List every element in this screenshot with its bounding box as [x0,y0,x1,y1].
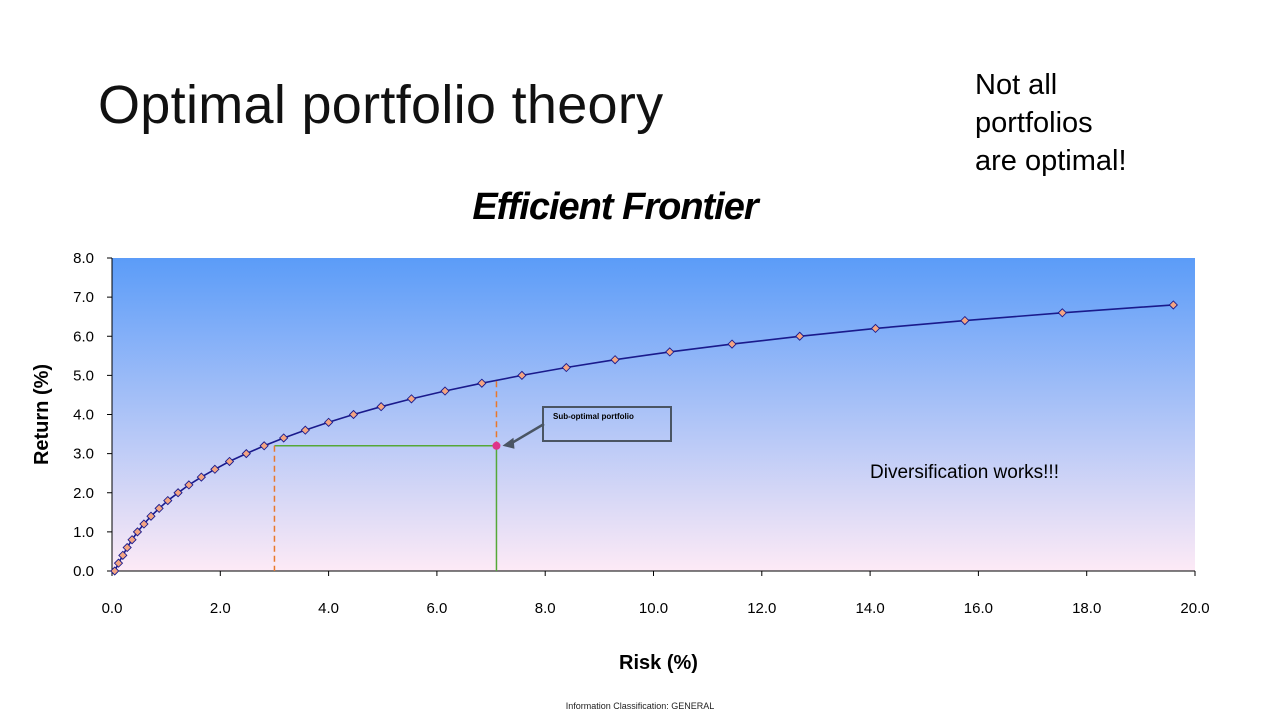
x-axis-label: Risk (%) [619,652,698,674]
frontier-point [196,472,206,482]
frontier-point [184,480,194,490]
frontier-point [561,362,571,373]
side-note-line: are optimal! [975,145,1127,177]
frontier-point [376,402,386,412]
x-tick-label: 4.0 [318,600,339,617]
chart-title: Efficient Frontier [472,186,758,228]
x-tick-label: 2.0 [210,600,231,617]
frontier-point [139,519,149,529]
side-note: Not all portfolios are optimal! [975,66,1127,180]
y-axis-label: Return (%) [31,364,53,465]
x-tick-label: 16.0 [964,600,993,617]
callout-arrowhead [502,437,515,449]
frontier-point [517,370,527,381]
callout-arrow-line [509,422,545,445]
y-tick-label: 2.0 [73,485,94,502]
suboptimal-callout-box: Sub-optimal portfolio [542,406,672,442]
x-tick-label: 8.0 [535,600,556,617]
frontier-point [610,355,620,365]
frontier-point [300,425,310,435]
x-tick-label: 10.0 [639,600,668,617]
frontier-point [210,464,220,474]
frontier-point [110,566,120,576]
frontier-point [1168,300,1178,310]
frontier-point [154,503,164,514]
frontier-point [348,409,359,420]
suboptimal-callout-label: Sub-optimal portfolio [553,412,634,421]
frontier-point [259,441,269,451]
y-tick-label: 3.0 [73,446,94,463]
frontier-point [241,448,251,459]
frontier-point [665,347,675,357]
frontier-point [960,315,970,326]
frontier-point [440,386,450,396]
y-tick-label: 4.0 [73,407,94,424]
x-tick-label: 14.0 [855,600,884,617]
frontier-point [406,394,417,404]
frontier-point [727,339,737,349]
frontier-point [224,456,235,467]
x-tick-label: 12.0 [747,600,776,617]
efficient-frontier-chart: 0.0 1.0 2.0 3.0 4.0 5.0 6.0 7.0 8.0 0.0 2.0 4.0 6.0 8… [31,250,1210,674]
x-tick-label: 20.0 [1180,600,1209,617]
y-tick-label: 5.0 [73,367,94,384]
frontier-point [163,495,173,506]
frontier-point [173,488,183,498]
frontier-point [132,527,143,537]
frontier-point [477,378,487,388]
frontier-point [870,323,881,334]
suboptimal-point [492,441,501,450]
y-tick-label: 8.0 [73,250,94,267]
footer-classification: Information Classification: GENERAL [565,701,715,711]
y-tick-label: 7.0 [73,289,94,306]
side-note-line: portfolios [975,107,1093,139]
diversification-note: Diversification works!!! [870,462,1059,483]
x-tick-label: 18.0 [1072,600,1101,617]
x-tick-label: 6.0 [426,600,447,617]
x-tick-label: 0.0 [102,600,123,617]
y-tick-label: 1.0 [73,524,94,541]
frontier-point [795,331,805,341]
frontier-point [1057,308,1067,318]
y-tick-label: 6.0 [73,328,94,345]
frontier-point [323,417,334,427]
frontier-point [118,550,128,560]
side-note-line: Not all [975,69,1058,101]
plot-area [112,258,1195,571]
frontier-point [279,433,289,443]
frontier-point [122,542,132,553]
y-tick-label: 0.0 [73,563,94,580]
frontier-point [127,535,137,545]
frontier-point [146,511,156,521]
frontier-point [113,558,124,568]
slide-title: Optimal portfolio theory [98,75,664,135]
